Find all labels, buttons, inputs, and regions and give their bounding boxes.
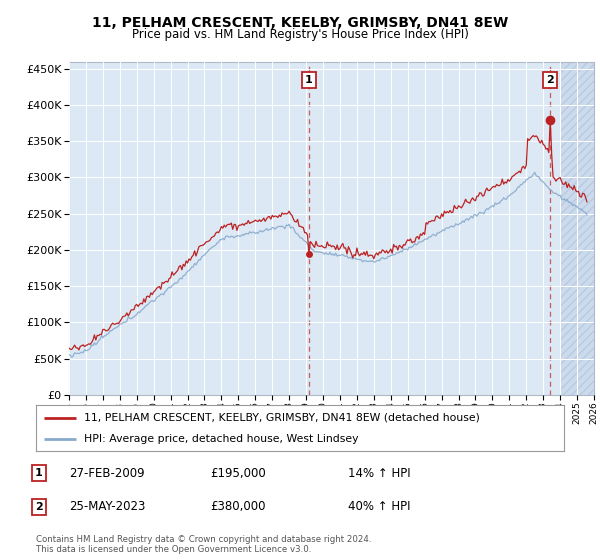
Text: 11, PELHAM CRESCENT, KEELBY, GRIMSBY, DN41 8EW (detached house): 11, PELHAM CRESCENT, KEELBY, GRIMSBY, DN…	[83, 413, 479, 423]
Text: 11, PELHAM CRESCENT, KEELBY, GRIMSBY, DN41 8EW: 11, PELHAM CRESCENT, KEELBY, GRIMSBY, DN…	[92, 16, 508, 30]
Text: 40% ↑ HPI: 40% ↑ HPI	[348, 500, 410, 514]
Text: £380,000: £380,000	[210, 500, 265, 514]
Text: £195,000: £195,000	[210, 466, 266, 480]
Text: 2: 2	[546, 74, 554, 85]
Text: 1: 1	[305, 74, 313, 85]
Text: Contains HM Land Registry data © Crown copyright and database right 2024.
This d: Contains HM Land Registry data © Crown c…	[36, 535, 371, 554]
Text: 1: 1	[35, 468, 43, 478]
Text: 14% ↑ HPI: 14% ↑ HPI	[348, 466, 410, 480]
Text: 2: 2	[35, 502, 43, 512]
Text: HPI: Average price, detached house, West Lindsey: HPI: Average price, detached house, West…	[83, 435, 358, 444]
Text: Price paid vs. HM Land Registry's House Price Index (HPI): Price paid vs. HM Land Registry's House …	[131, 28, 469, 41]
Text: 27-FEB-2009: 27-FEB-2009	[69, 466, 145, 480]
Text: 25-MAY-2023: 25-MAY-2023	[69, 500, 145, 514]
